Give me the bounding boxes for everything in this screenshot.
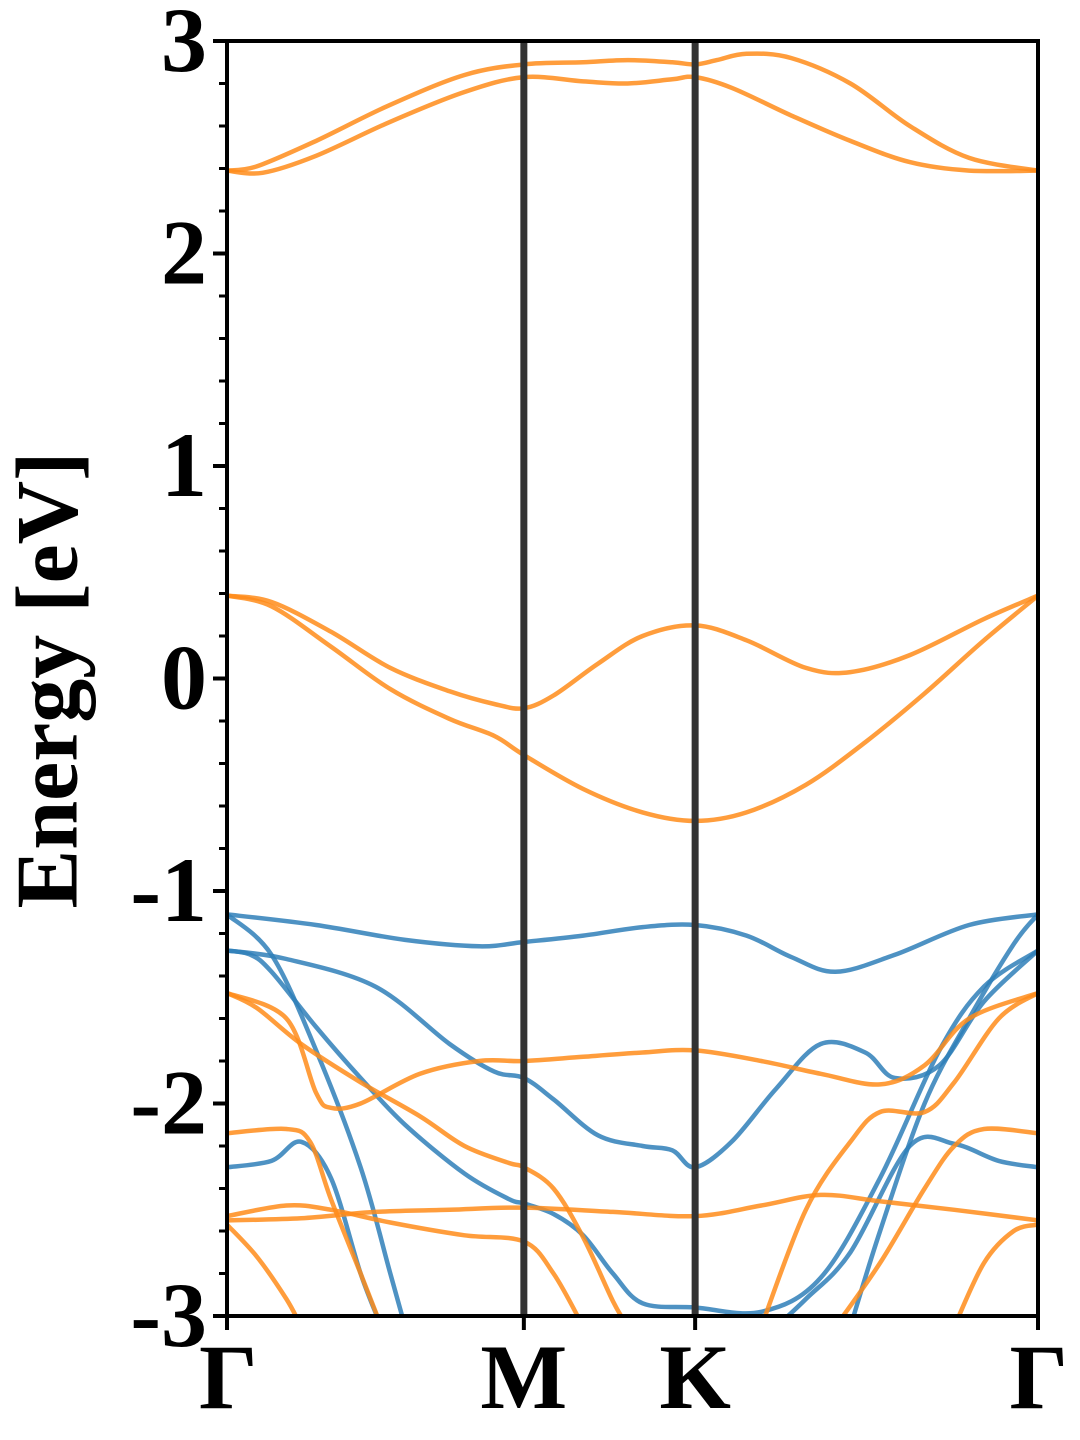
blue-band-line-7 [227,912,405,1316]
orange-band-line-14 [227,1203,581,1316]
orange-band-line-13 [227,1192,1038,1223]
ytick-label: 2 [161,202,207,304]
orange-band-line-11 [227,990,1038,1111]
orange-band-line-1 [227,51,1038,173]
y-axis-label: Energy [eV] [0,451,97,909]
orange-band-line-0 [227,74,1038,176]
orange-band-line-17 [762,990,1038,1316]
band-lines [227,51,1038,1316]
orange-band-line-3 [227,593,1038,711]
ytick-label: 0 [161,627,207,729]
blue-band-line-4 [227,912,1038,975]
blue-band-line-5 [227,948,1038,1170]
ytick-label: -1 [130,839,207,941]
plot-frame [225,39,1040,1318]
blue-band-line-8 [227,1139,380,1316]
high-symmetry-lines [520,41,699,1316]
orange-band-line-15 [227,1126,380,1316]
xtick-label: Γ [1009,1326,1068,1428]
orange-band-line-19 [956,1222,1038,1316]
ytick-label: 3 [161,0,207,91]
orange-band-line-18 [840,1126,1038,1316]
xtick-label: M [480,1326,567,1428]
orange-band-line-12 [227,990,624,1316]
orange-band-line-2 [227,593,1038,824]
orange-band-line-16 [227,1222,299,1316]
ytick-label: -3 [130,1264,207,1366]
xtick-label: K [659,1326,731,1428]
ytick-label: -2 [130,1052,207,1154]
blue-band-line-10 [784,1134,1038,1316]
xtick-label: Γ [199,1326,258,1428]
blue-band-line-9 [851,912,1038,1316]
ytick-label: 1 [161,414,207,516]
